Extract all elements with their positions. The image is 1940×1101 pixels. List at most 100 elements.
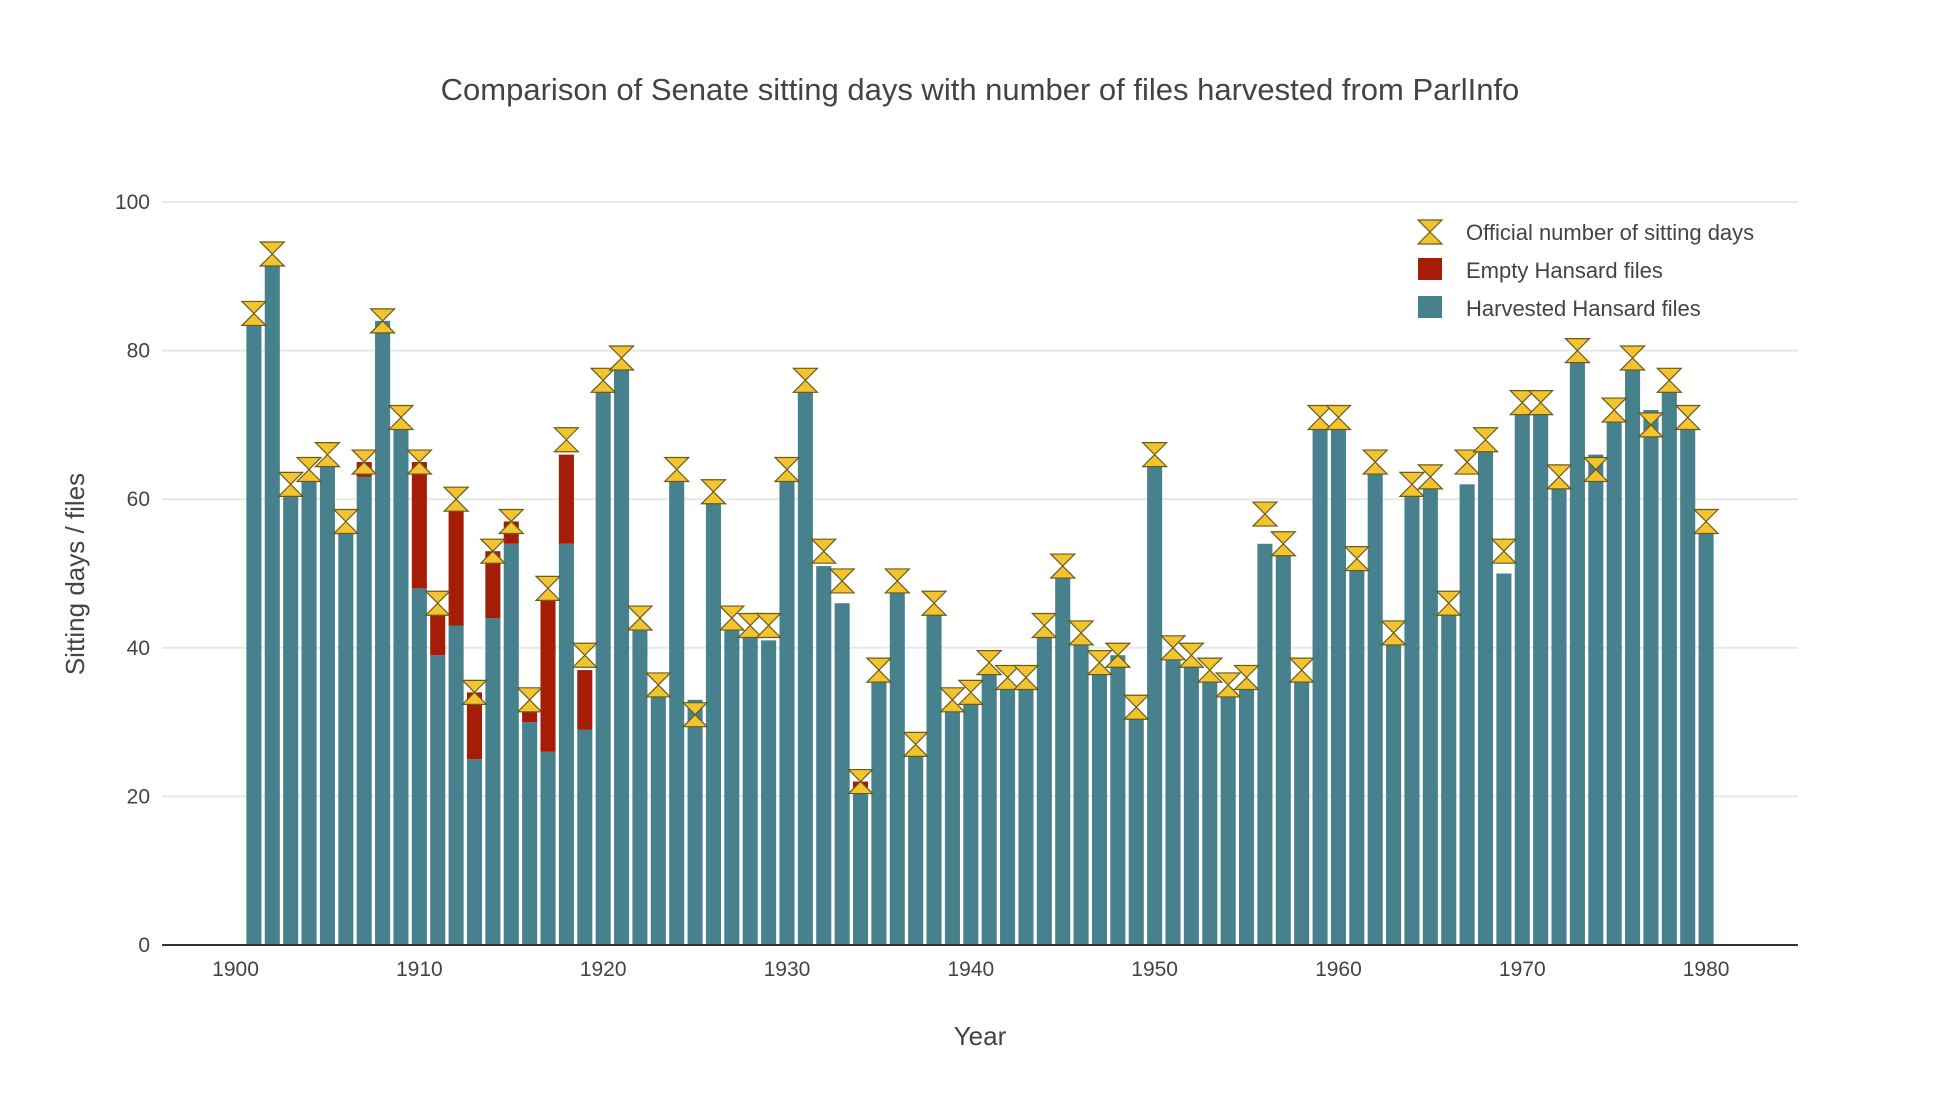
official-marker-point [1545, 464, 1573, 490]
legend-label-empty: Empty Hansard files [1466, 258, 1663, 283]
legend-swatch-harvested [1418, 296, 1442, 318]
harvested-bar [1294, 677, 1310, 945]
harvested-bar [430, 655, 446, 945]
official-marker-point [902, 731, 930, 757]
official-marker-point [1086, 650, 1113, 676]
legend-hourglass-icon [1416, 219, 1444, 245]
harvested-bar [1680, 424, 1696, 945]
harvested-bar [981, 670, 997, 945]
official-marker-point [865, 657, 893, 683]
harvested-bar [411, 588, 427, 945]
legend-item-official[interactable]: Official number of sitting days [1416, 219, 1754, 245]
official-marker-point [461, 679, 488, 705]
harvested-bar [1441, 610, 1457, 945]
legend-item-harvested[interactable]: Harvested Hansard files [1418, 296, 1701, 321]
harvested-bar [264, 261, 280, 945]
harvested-bar [356, 476, 372, 945]
official-marker-point [994, 664, 1022, 691]
harvested-bar [1661, 387, 1677, 945]
harvested-bar [577, 729, 593, 945]
official-marker-point [663, 456, 691, 483]
harvested-bar [1220, 692, 1236, 945]
harvested-bar [1625, 365, 1641, 946]
harvested-bar [963, 699, 979, 945]
official-marker-point [1563, 338, 1591, 364]
official-marker-point [1012, 664, 1040, 691]
x-tick-label: 1930 [764, 958, 811, 981]
harvested-bar [1422, 484, 1438, 945]
empty-bar [540, 595, 556, 752]
official-marker-point [387, 404, 415, 431]
official-marker-point [479, 538, 507, 564]
official-marker-point [626, 605, 654, 631]
empty-bar [466, 692, 483, 760]
official-marker-point [1159, 635, 1187, 661]
y-tick-label: 100 [115, 191, 150, 214]
official-marker-point [516, 687, 544, 713]
harvested-bar [724, 625, 740, 945]
harvested-bar [1202, 677, 1218, 945]
harvested-bar [540, 751, 556, 945]
harvested-bar [1147, 462, 1163, 945]
harvested-bar [522, 722, 538, 945]
official-marker-point [258, 241, 286, 267]
harvested-bar [852, 788, 869, 945]
harvested-bar [1698, 528, 1714, 945]
official-marker-point [1030, 612, 1058, 639]
legend-label-official: Official number of sitting days [1466, 220, 1754, 245]
legend: Official number of sitting days Empty Ha… [1416, 219, 1754, 321]
official-marker-point [608, 345, 635, 371]
harvested-bar [816, 566, 832, 945]
harvested-bar [687, 699, 703, 945]
harvested-bar [1459, 484, 1475, 945]
harvested-bar [1036, 632, 1052, 945]
official-marker-point [1306, 404, 1334, 431]
official-marker-point [1582, 456, 1610, 483]
official-marker-point [1508, 390, 1536, 416]
harvested-bar [650, 692, 666, 945]
official-marker-point [350, 449, 378, 475]
harvested-bar [319, 462, 335, 945]
official-marker-point [1214, 672, 1242, 698]
x-tick-label: 1980 [1683, 958, 1730, 981]
legend-item-empty[interactable]: Empty Hansard files [1418, 258, 1663, 283]
official-marker-point [405, 449, 433, 475]
empty-bar [577, 670, 593, 730]
official-marker-point [1233, 664, 1260, 691]
empty-bar [448, 506, 464, 626]
official-marker-point [571, 642, 599, 668]
harvested-bar [1257, 543, 1273, 945]
empty-bar [558, 454, 574, 544]
official-marker-point [883, 568, 911, 594]
y-tick-label: 20 [127, 785, 150, 808]
official-marker-point [736, 612, 764, 639]
empty-bar [411, 462, 427, 589]
official-marker-point [1141, 442, 1169, 468]
official-marker-point [1398, 471, 1426, 497]
official-marker-point [295, 456, 323, 483]
official-marker-point [497, 508, 525, 535]
x-tick-label: 1920 [580, 958, 627, 981]
official-marker-point [552, 427, 580, 453]
harvested-bar [448, 625, 464, 945]
harvested-bar [595, 387, 611, 945]
official-marker-point [1251, 501, 1279, 527]
x-tick-label: 1960 [1315, 958, 1362, 981]
harvested-bar [742, 632, 758, 945]
harvested-bar [632, 625, 648, 945]
official-marker-point [1288, 657, 1316, 683]
legend-swatch-empty [1418, 258, 1442, 280]
official-marker-point [644, 672, 672, 698]
harvested-bar [614, 365, 630, 946]
harvested-bar [761, 640, 777, 945]
harvested-bar [1477, 447, 1494, 945]
harvested-bar [1055, 573, 1071, 945]
official-markers [240, 241, 1720, 795]
harvested-bar [705, 499, 721, 945]
harvested-bar [1110, 655, 1126, 945]
harvested-bar [338, 528, 354, 945]
official-marker-point [1527, 390, 1555, 416]
harvested-bar [908, 751, 924, 945]
official-marker-point [1067, 620, 1095, 646]
official-marker-point [369, 308, 397, 334]
